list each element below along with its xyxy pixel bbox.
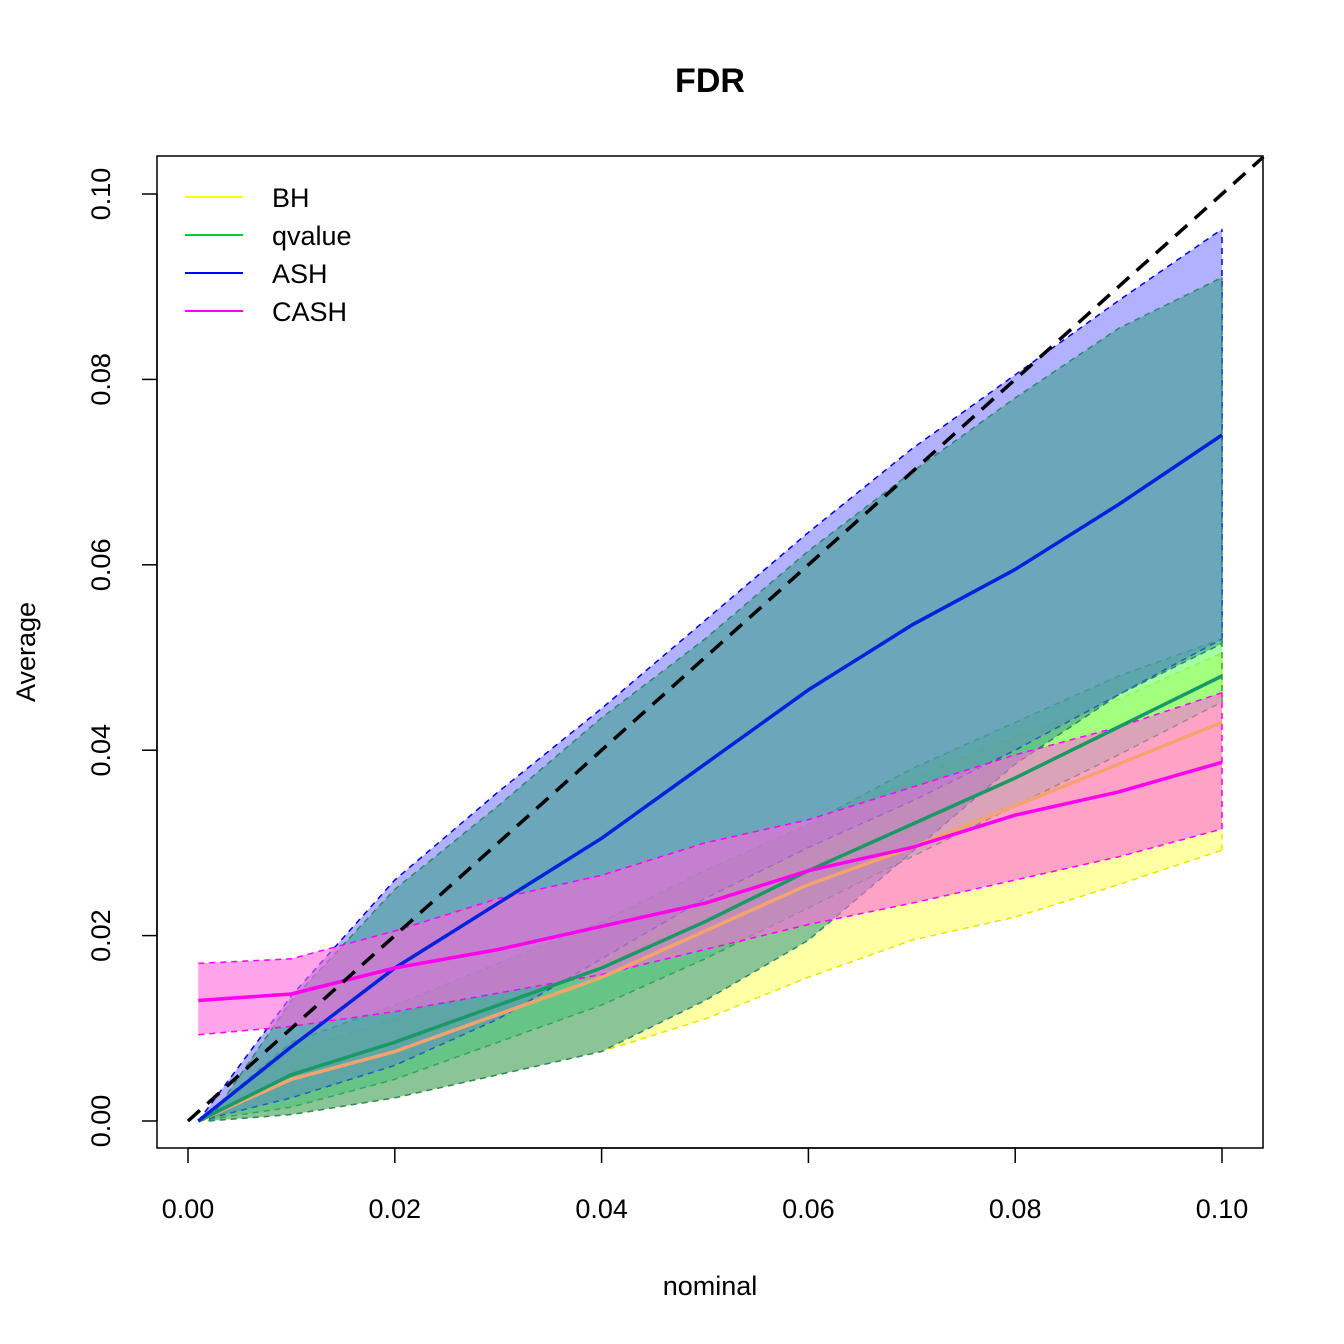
x-tick-label: 0.00 <box>162 1194 215 1224</box>
cash-band-upper <box>198 691 1223 965</box>
cash-band <box>198 692 1223 1035</box>
y-tick-label: 0.02 <box>86 909 116 962</box>
qvalue-mean-line <box>197 674 1223 1123</box>
series-lines <box>197 433 1223 1123</box>
x-tick-label: 0.06 <box>782 1194 835 1224</box>
legend-label: qvalue <box>272 221 352 251</box>
ash-band-upper <box>197 228 1223 1122</box>
legend-item-cash: CASH <box>185 297 347 327</box>
bh-mean-line <box>197 720 1223 1123</box>
x-tick-label: 0.08 <box>989 1194 1042 1224</box>
x-axis: 0.00 0.02 0.04 0.06 0.08 0.10 <box>162 1147 1249 1224</box>
legend-item-ash: ASH <box>185 259 328 289</box>
chart-title: FDR <box>675 62 745 100</box>
y-tick-label: 0.08 <box>86 353 116 406</box>
qvalue-wide-band-lower <box>208 642 1223 1122</box>
bh-band-lower <box>198 849 1223 1122</box>
x-tick-label: 0.02 <box>369 1194 422 1224</box>
y-axis-label: Average <box>11 602 41 702</box>
legend-item-bh: BH <box>185 183 310 213</box>
y-tick-label: 0.06 <box>86 539 116 592</box>
legend-label: CASH <box>272 297 347 327</box>
ash-mean-line <box>197 433 1223 1123</box>
y-tick-label: 0.00 <box>86 1095 116 1148</box>
identity-reference-line <box>186 155 1265 1123</box>
x-tick-label: 0.04 <box>575 1194 628 1224</box>
legend-item-qvalue: qvalue <box>185 221 352 251</box>
qvalue-wide-band-upper <box>208 276 1223 1122</box>
x-tick-label: 0.10 <box>1196 1194 1249 1224</box>
confidence-bands <box>197 228 1223 1122</box>
x-axis-label: nominal <box>663 1271 758 1301</box>
cash-mean-line <box>198 760 1223 1003</box>
y-tick-label: 0.10 <box>86 168 116 221</box>
y-axis: 0.00 0.02 0.04 0.06 0.08 0.10 <box>86 168 158 1148</box>
legend-label: ASH <box>272 259 328 289</box>
y-tick-label: 0.04 <box>86 724 116 777</box>
legend: BH qvalue ASH CASH <box>185 183 352 327</box>
legend-label: BH <box>272 183 310 213</box>
